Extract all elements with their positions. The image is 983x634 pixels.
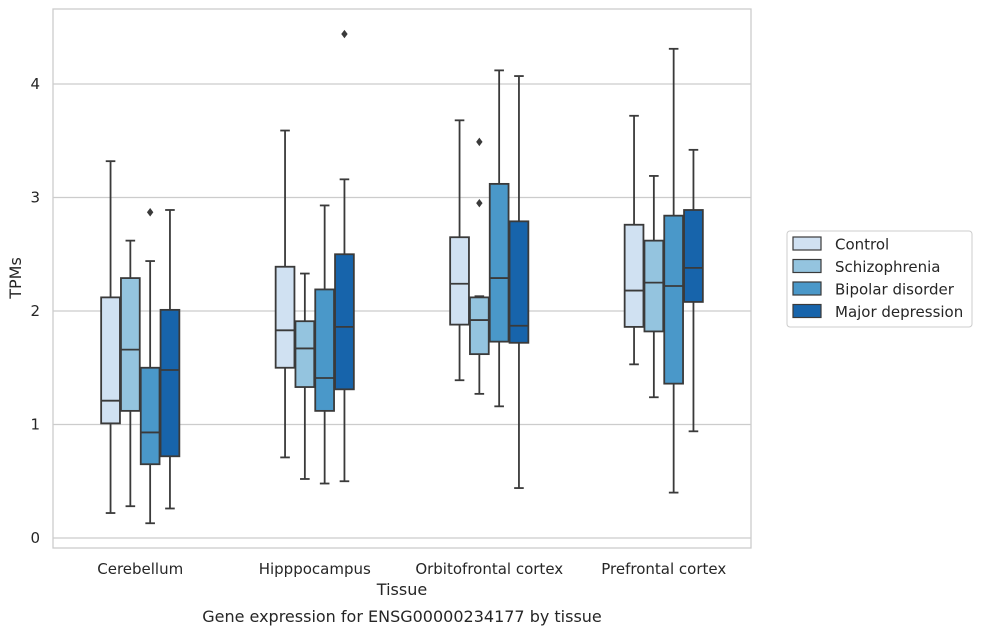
box-plots [100, 29, 704, 525]
legend-swatch [792, 281, 822, 296]
box-schizophrenia-3 [643, 175, 665, 399]
x-tick-label: Hipppocampus [259, 560, 371, 578]
box-bipolar-disorder-2 [488, 69, 510, 408]
legend-label: Control [835, 236, 889, 254]
legend-label: Bipolar disorder [835, 281, 955, 299]
x-tick-label: Orbitofrontal cortex [415, 560, 563, 578]
box-iqr [139, 366, 161, 466]
box-control-2 [449, 119, 470, 382]
box-iqr [159, 308, 181, 458]
box-iqr [449, 236, 470, 326]
box-control-0 [100, 160, 121, 514]
legend: Control Schizophrenia Bipolar disorder Majo… [786, 230, 973, 328]
outlier-point [146, 208, 154, 217]
outlier-point [476, 137, 483, 147]
box-iqr [623, 223, 645, 328]
x-tick-labels: Cerebellum Hipppocampus Orbitofrontal cort… [97, 560, 726, 578]
box-iqr [334, 253, 355, 391]
outlier-point [341, 29, 348, 39]
x-axis-label: Tissue [376, 580, 427, 599]
legend-swatch [792, 258, 822, 274]
plot-frame [52, 8, 752, 549]
legend-label: Schizophrenia [835, 258, 940, 276]
box-major-depression-1 [334, 29, 355, 483]
box-bipolar-disorder-1 [314, 204, 335, 485]
box-iqr [469, 296, 490, 356]
box-iqr [683, 209, 704, 303]
box-iqr [100, 296, 121, 425]
box-bipolar-disorder-0 [139, 208, 161, 525]
box-iqr [488, 182, 510, 343]
y-tick-label: 1 [30, 416, 40, 434]
y-tick-label: 0 [30, 529, 40, 547]
box-schizophrenia-0 [120, 239, 141, 508]
box-control-3 [623, 114, 645, 366]
x-tick-label: Cerebellum [97, 560, 183, 578]
box-schizophrenia-1 [294, 272, 316, 480]
box-schizophrenia-2 [469, 137, 490, 395]
box-iqr [643, 239, 665, 333]
box-iqr [120, 277, 141, 412]
box-major-depression-3 [683, 148, 704, 433]
chart-caption: Gene expression for ENSG00000234177 by t… [202, 607, 602, 626]
box-bipolar-disorder-3 [663, 47, 684, 494]
legend-swatch [792, 303, 822, 319]
legend-frame [786, 230, 973, 328]
y-tick-label: 2 [30, 302, 40, 320]
box-iqr [314, 288, 335, 412]
y-tick-label: 4 [30, 75, 40, 93]
box-iqr [508, 220, 530, 344]
box-iqr [294, 320, 316, 388]
legend-swatch [792, 236, 822, 251]
y-tick-label: 3 [30, 189, 40, 207]
y-tick-labels: 0 1 2 3 4 [30, 75, 40, 547]
outlier-point [476, 198, 483, 208]
box-iqr [274, 265, 296, 369]
legend-label: Major depression [835, 303, 963, 321]
box-iqr [663, 214, 684, 385]
box-major-depression-2 [508, 75, 530, 489]
box-major-depression-0 [159, 209, 181, 510]
box-control-1 [274, 129, 296, 459]
x-tick-label: Prefrontal cortex [601, 560, 726, 578]
y-axis-label: TPMs [6, 257, 25, 300]
